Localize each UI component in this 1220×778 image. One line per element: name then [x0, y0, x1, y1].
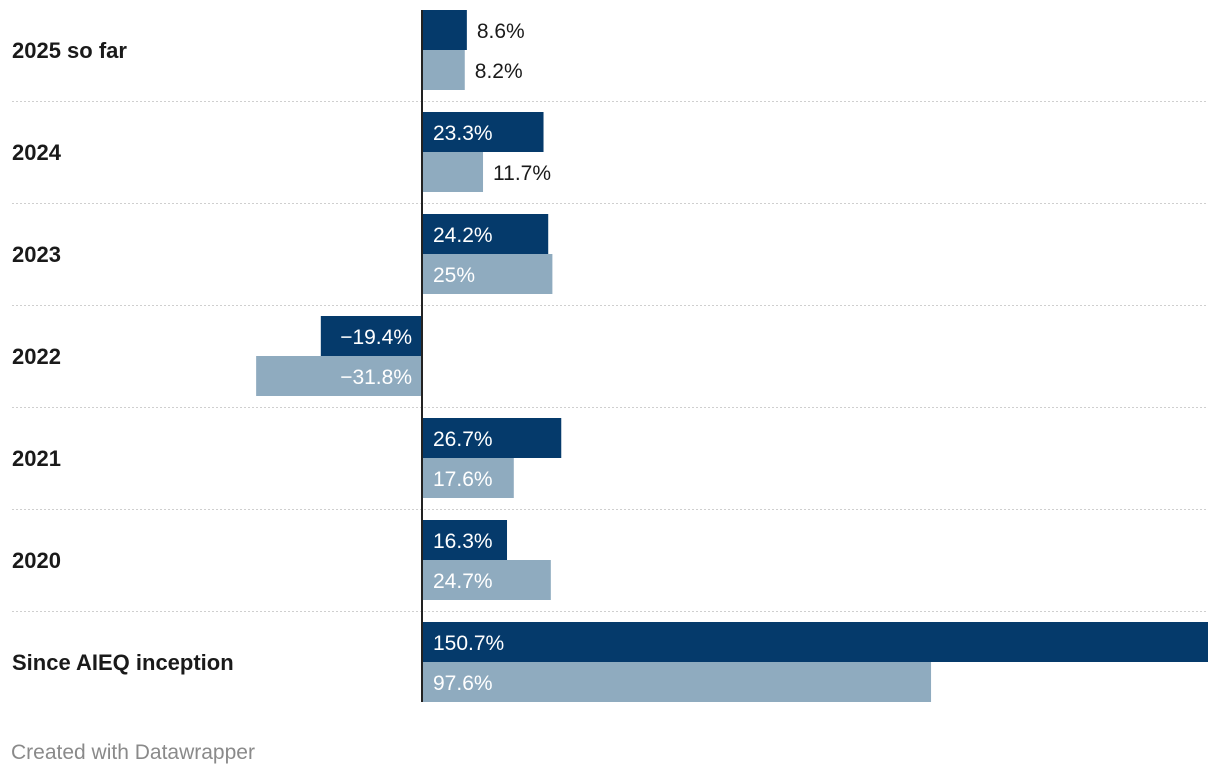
bar-2023-s2 [422, 254, 553, 294]
bar-2024-s2 [422, 152, 484, 192]
datawrapper-credit: Created with Datawrapper [11, 741, 255, 764]
value-label-2024-s1: 23.3% [433, 122, 493, 145]
bar-2023-s1 [422, 214, 549, 254]
bar-since-aieq-inception-s2 [422, 662, 932, 702]
value-label-since-aieq-inception-s2: 97.6% [433, 672, 493, 695]
value-label-2023-s1: 24.2% [433, 224, 493, 247]
category-label-2022: 2022 [12, 344, 61, 369]
category-label-2020: 2020 [12, 548, 61, 573]
value-label-2025-so-far-s2: 8.2% [475, 60, 523, 83]
bar-chart: 2025 so far 8.6% 8.2% 2024 23.3%11.7% 2023 24.… [12, 10, 1208, 702]
bar-since-aieq-inception-s1 [422, 622, 1208, 662]
value-label-2023-s2: 25% [433, 264, 475, 287]
category-label-2023: 2023 [12, 242, 61, 267]
value-label-2021-s2: 17.6% [433, 468, 493, 491]
category-label-2025-so-far: 2025 so far [12, 38, 127, 63]
bar-2020-s1 [422, 520, 508, 560]
value-label-2020-s2: 24.7% [433, 570, 493, 593]
category-label-since-aieq-inception: Since AIEQ inception [12, 650, 234, 675]
value-label-2024-s2: 11.7% [493, 162, 551, 185]
bar-2025-so-far-s2 [422, 50, 465, 90]
bar-2021-s1 [422, 418, 562, 458]
value-label-2022-s1: −19.4% [340, 326, 412, 349]
bar-2022-s2 [256, 356, 422, 396]
bar-2020-s2 [422, 560, 551, 600]
value-label-since-aieq-inception-s1: 150.7% [433, 632, 504, 655]
bar-2024-s1 [422, 112, 544, 152]
bar-2025-so-far-s1 [422, 10, 467, 50]
value-label-2022-s2: −31.8% [340, 366, 412, 389]
bar-2022-s1 [320, 316, 422, 356]
category-label-2024: 2024 [12, 140, 62, 165]
bar-2021-s2 [422, 458, 514, 498]
value-label-2025-so-far-s1: 8.6% [477, 20, 525, 43]
value-label-2021-s1: 26.7% [433, 428, 493, 451]
value-label-2020-s1: 16.3% [433, 530, 493, 553]
category-label-2021: 2021 [12, 446, 61, 471]
